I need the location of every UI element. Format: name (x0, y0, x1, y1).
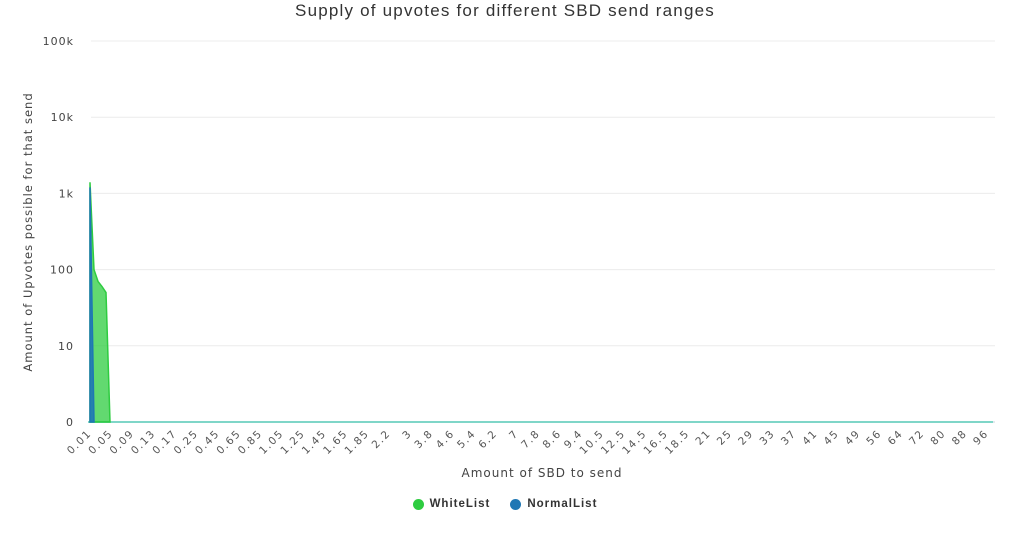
y-tick-label: 100 (50, 264, 74, 277)
x-tick-label: 96 (971, 428, 991, 448)
x-tick-label: 88 (950, 428, 970, 448)
normallist-dot-icon (510, 498, 522, 510)
x-tick-label: 4.6 (434, 428, 457, 451)
x-tick-label: 1.85 (342, 428, 371, 457)
x-tick-label: 2.2 (370, 428, 393, 451)
y-axis-ticks: 0 10 100 1k 10k 100k (43, 35, 74, 429)
x-tick-label: 37 (779, 428, 799, 448)
y-axis-label: Amount of Upvotes possible for that send (21, 92, 35, 371)
x-tick-label: 33 (757, 428, 777, 448)
whitelist-dot-icon (412, 498, 424, 510)
x-tick-label: 21 (693, 428, 713, 448)
x-tick-label: 29 (736, 428, 756, 448)
x-axis-ticks: 0.010.050.090.130.170.250.450.650.851.05… (65, 428, 991, 457)
x-tick-label: 18.5 (663, 428, 692, 457)
x-tick-label: 25 (715, 428, 735, 448)
x-tick-label: 3 (400, 428, 414, 442)
x-axis-label: Amount of SBD to send (462, 466, 623, 480)
x-tick-label: 80 (928, 428, 948, 448)
x-tick-label: 3.8 (412, 428, 435, 451)
x-tick-label: 72 (907, 428, 927, 448)
x-tick-label: 64 (886, 428, 906, 448)
x-tick-label: 7 (507, 428, 521, 442)
x-tick-label: 7.8 (519, 428, 542, 451)
x-tick-label: 8.6 (541, 428, 564, 451)
y-tick-label: 0 (66, 416, 74, 429)
y-tick-label: 10 (58, 340, 74, 353)
legend-label-normallist: NormalList (527, 498, 598, 510)
chart-title: Supply of upvotes for different SBD send… (295, 1, 715, 20)
y-tick-label: 100k (43, 35, 74, 48)
legend-label-whitelist: WhiteList (429, 498, 491, 510)
x-tick-label: 6.2 (476, 428, 499, 451)
legend-item-normallist[interactable]: NormalList (510, 498, 597, 510)
x-tick-label: 45 (822, 428, 842, 448)
y-tick-label: 10k (51, 111, 74, 124)
x-tick-label: 49 (843, 428, 863, 448)
x-tick-label: 41 (800, 428, 820, 448)
legend: WhiteList NormalList (0, 498, 1010, 510)
series-layer (88, 182, 993, 423)
x-tick-label: 56 (864, 428, 884, 448)
series-area-normallist[interactable] (89, 187, 95, 423)
x-tick-label: 5.4 (455, 428, 478, 451)
legend-item-whitelist[interactable]: WhiteList (412, 498, 491, 510)
y-tick-label: 1k (59, 187, 74, 200)
grid-lines (91, 40, 995, 423)
